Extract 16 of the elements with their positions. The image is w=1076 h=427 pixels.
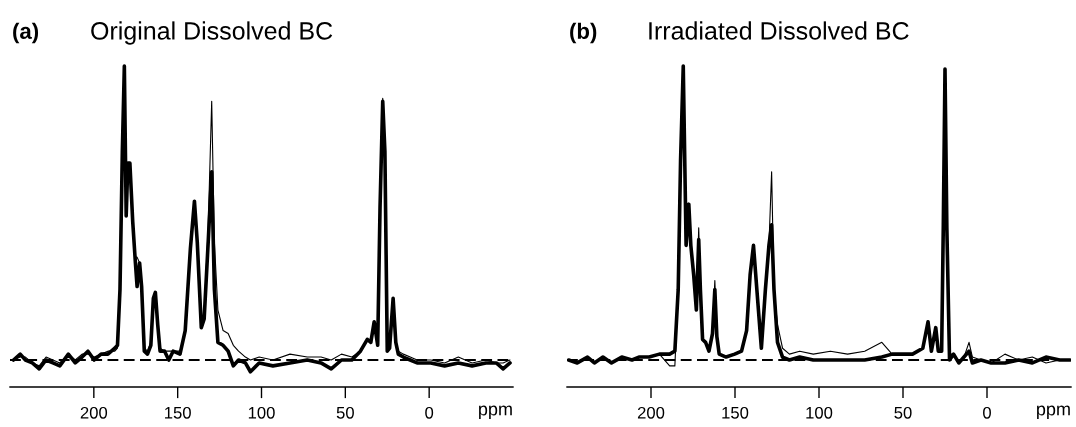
x-tick-label: 100 [806, 406, 833, 419]
chart-title: Irradiated Dissolved BC [649, 21, 909, 40]
x-axis-title: ppm [479, 405, 512, 420]
x-tick-label: 100 [248, 406, 275, 419]
x-tick-label: 200 [637, 406, 665, 419]
x-axis-title: ppm [1037, 405, 1070, 420]
x-tick-label: 0 [983, 406, 991, 419]
text: (b) [570, 22, 597, 44]
text: (a) [13, 22, 39, 44]
x-tick-label: 200 [80, 406, 108, 419]
x-tick-label: 150 [722, 406, 749, 419]
x-tick-label: 50 [894, 406, 912, 419]
x-tick-label: 50 [336, 406, 354, 419]
x-tick-label: 0 [425, 406, 434, 419]
chart-title: Original Dissolved BC [91, 21, 333, 45]
x-tick-label: 150 [165, 406, 191, 419]
